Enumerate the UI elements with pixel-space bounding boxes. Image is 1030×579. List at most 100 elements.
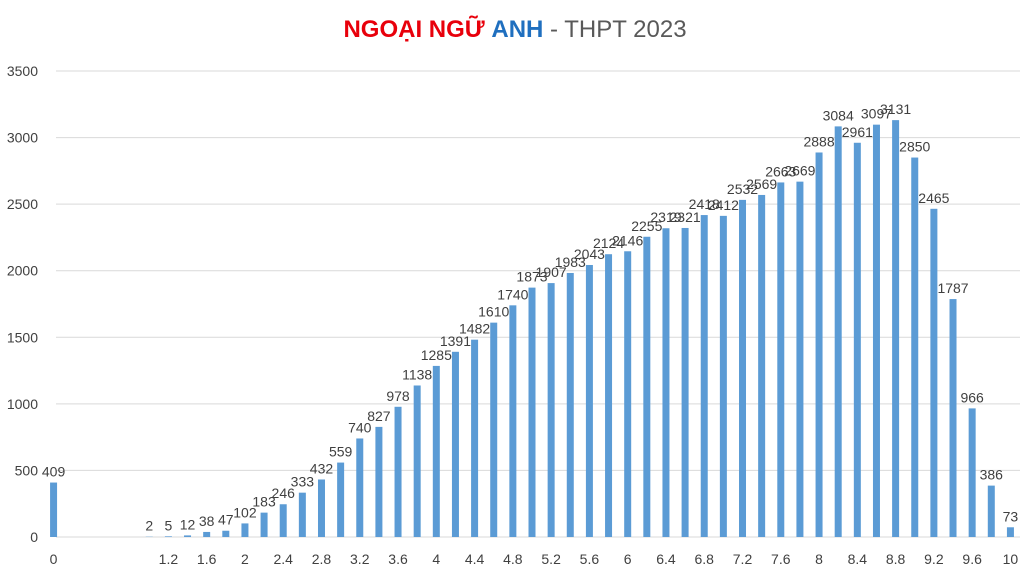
bar [872,124,880,538]
bar [298,492,306,537]
bar [566,272,574,537]
data-label: 1138 [402,366,432,382]
data-label: 827 [367,408,391,424]
bar [911,157,919,538]
data-label: 1482 [459,321,490,337]
bar [930,208,938,537]
x-tick-label: 0 [50,551,58,567]
data-label: 2321 [670,209,701,225]
x-tick-label: 2.8 [312,551,332,567]
bars [50,120,1014,538]
data-label: 2669 [784,163,815,179]
x-tick-label: 5.6 [580,551,600,567]
bar [796,181,804,537]
bar [375,426,383,537]
y-axis-tick-labels: 0 500 1000 1500 2000 2500 3000 3500 [7,63,38,545]
x-tick-label: 3.6 [388,551,408,567]
bar [834,126,842,538]
data-label: 3131 [880,101,911,117]
data-label: 2 [145,518,153,534]
data-label: 38 [199,513,215,529]
data-label: 978 [386,388,410,404]
bar [624,251,632,537]
bar [949,299,957,537]
data-label: 1610 [478,304,509,320]
data-label: 432 [310,460,334,476]
data-label: 2418 [689,196,720,212]
x-tick-label: 5.2 [541,551,561,567]
y-tick-label: 1000 [7,396,38,412]
data-label: 2465 [918,190,949,206]
bar [164,536,172,537]
data-label: 966 [960,389,984,405]
data-label: 2888 [803,133,834,149]
data-label: 183 [252,494,276,510]
x-tick-label: 2.4 [273,551,293,567]
bar [987,485,995,537]
bar [337,462,345,537]
x-tick-label: 10 [1003,551,1019,567]
chart-title-part3: - THPT 2023 [550,16,687,43]
y-tick-label: 2000 [7,263,38,279]
bar [681,227,689,537]
bar [643,236,651,537]
x-tick-label: 9.2 [924,551,944,567]
bar [50,482,58,537]
x-tick-label: 7.6 [771,551,791,567]
chart-title-part1: NGOẠI NGỮ [343,16,485,43]
y-tick-label: 3000 [7,130,38,146]
data-label: 5 [164,517,172,533]
bar [605,254,613,537]
data-label: 12 [180,516,196,532]
bar [490,322,498,537]
x-tick-label: 6 [624,551,632,567]
bar [853,142,861,537]
bar [1006,527,1014,537]
x-tick-label: 4.4 [465,551,485,567]
data-label: 2255 [631,218,662,234]
bar [719,215,727,537]
x-tick-label: 6.4 [656,551,676,567]
x-tick-label: 4.8 [503,551,523,567]
data-label: 1873 [516,269,547,285]
x-tick-label: 1.6 [197,551,217,567]
bar [203,531,211,537]
bar [222,530,230,537]
data-label: 1787 [937,280,968,296]
data-label: 246 [272,485,296,501]
data-label: 2663 [765,163,796,179]
data-label: 102 [233,504,257,520]
bar [547,283,555,537]
data-label: 1285 [421,347,452,363]
data-label: 2569 [746,176,777,192]
x-tick-label: 9.6 [962,551,982,567]
chart-title-part2: ANH [491,16,544,43]
data-label: 2532 [727,181,758,197]
y-tick-label: 0 [30,529,38,545]
x-tick-label: 7.2 [733,551,753,567]
bar [356,438,364,537]
bar [758,194,766,537]
data-label: 1391 [440,333,471,349]
data-label: 2319 [650,209,681,225]
bar [432,365,440,537]
chart-title: NGOẠI NGỮ ANH - THPT 2023 [0,16,1030,44]
bar [451,351,459,537]
bar [509,305,517,537]
bar [739,199,747,538]
x-tick-label: 3.2 [350,551,370,567]
bar [471,339,479,537]
bar [662,228,670,538]
x-tick-label: 2 [241,551,249,567]
bar [184,535,192,537]
bar [279,504,287,537]
data-label: 2961 [842,124,873,140]
data-label: 409 [42,464,66,480]
data-label: 73 [1003,508,1019,524]
bar [968,408,976,537]
data-label: 3097 [861,106,892,122]
bar [815,152,823,537]
